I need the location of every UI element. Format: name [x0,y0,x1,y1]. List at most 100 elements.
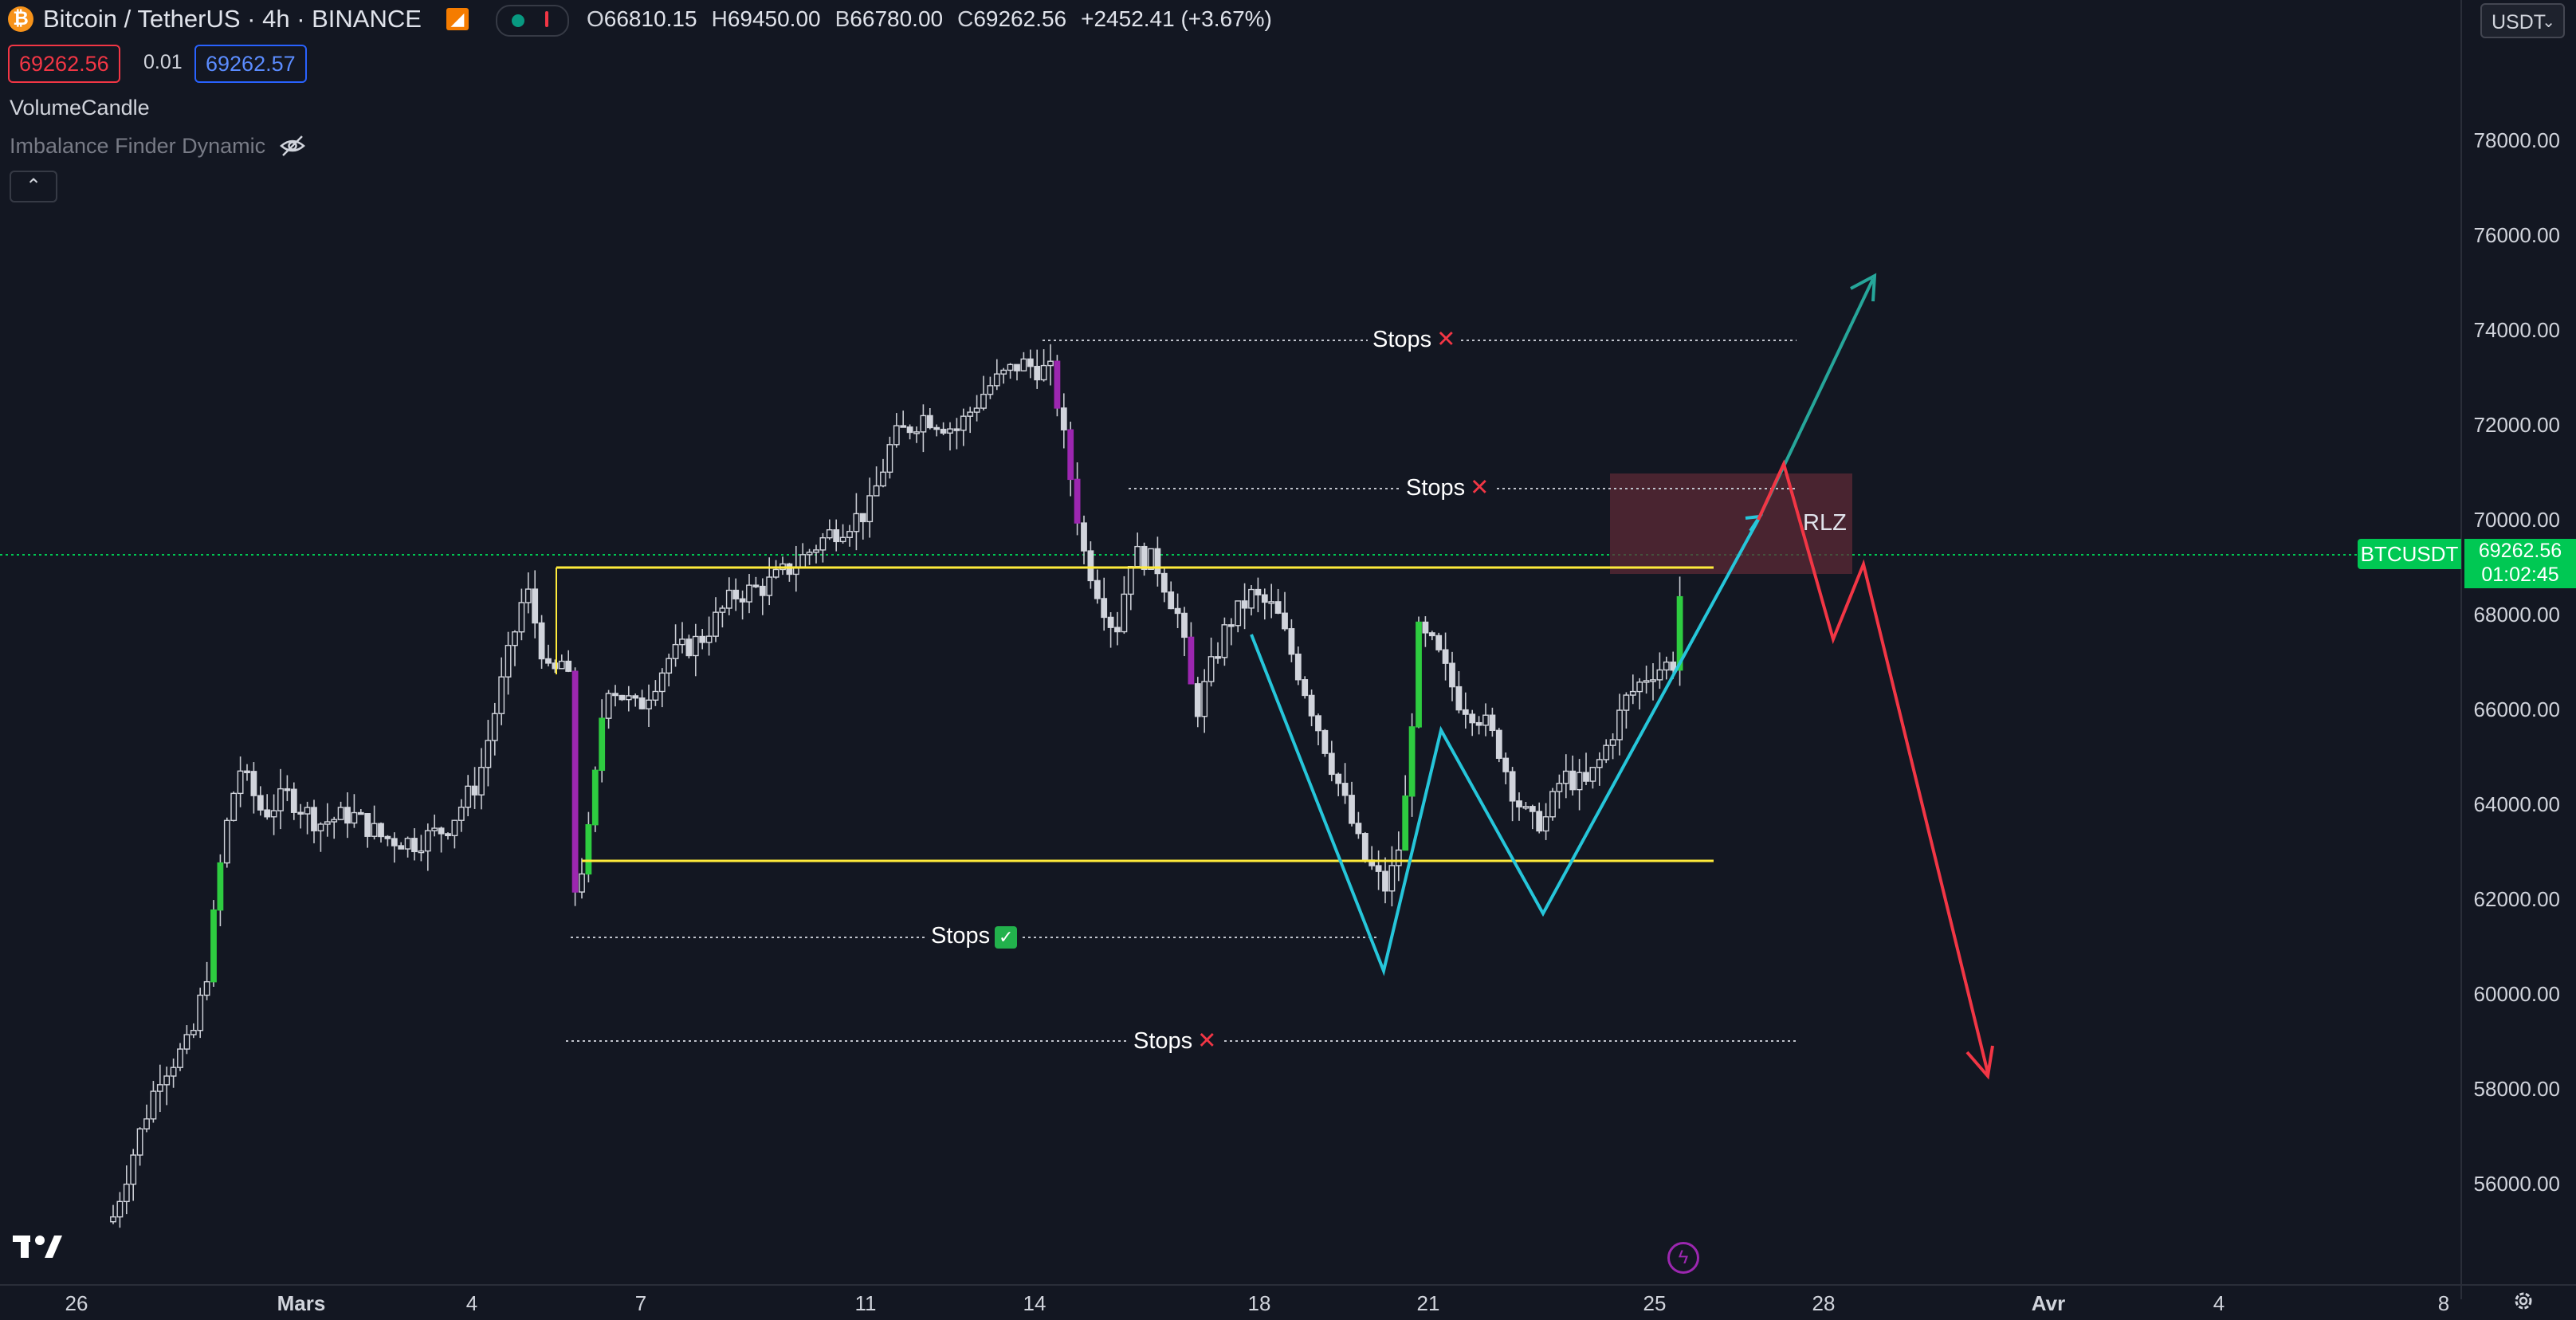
candle-body [1623,694,1630,711]
candle-body [1087,550,1094,582]
candle-body [1656,669,1663,681]
time-axis[interactable]: 26 Mars 4 7 11 14 18 21 25 28 Avr 4 8 [65,1291,2450,1315]
rlz-zone[interactable] [1610,473,1852,574]
price-tick-label: 74000.00 [2474,318,2560,342]
candle-body [585,823,592,875]
candle-body [1402,796,1409,851]
symbol-title[interactable]: Bitcoin / TetherUS · 4h · BINANCE [43,5,422,33]
candle-body [571,670,579,893]
open-value: 66810.15 [603,6,697,31]
candle-body [1495,729,1502,759]
ohlc-readout: O66810.15 H69450.00 B66780.00 C69262.56 +245… [587,6,1286,32]
candle-body [1395,849,1402,866]
candle-body [170,1067,177,1077]
tradingview-logo[interactable] [13,1232,65,1261]
time-tick-label: 4 [466,1291,477,1315]
candle-body [813,549,819,553]
candle-body [311,807,317,831]
stops-text: Stops [1133,1028,1193,1054]
candle-body [652,690,659,701]
candle-body [1160,572,1168,593]
stops-label-top[interactable]: Stops ✕ [1368,325,1461,353]
lightning-icon[interactable]: ϟ [1667,1242,1699,1274]
candle-body [1435,634,1443,650]
candle-body [1335,773,1342,784]
candle-body [913,431,920,434]
candle-body [1168,591,1175,610]
indicator-imbalance-finder[interactable]: Imbalance Finder Dynamic [10,134,266,158]
candle-body [297,811,304,815]
buy-button[interactable]: 69262.57 [194,45,307,83]
stops-label-mid[interactable]: Stops ✕ [1401,473,1494,501]
stops-label-bottom[interactable]: Stops ✕ [1129,1027,1222,1055]
candle-body [378,823,384,838]
candle-body [705,635,713,643]
candle-body [337,807,344,820]
candle-body [1663,661,1670,671]
candle-body [1154,548,1161,575]
candle-body [1261,594,1268,603]
candle-body [277,788,284,811]
candle-body [1349,795,1355,824]
candle-body [1215,656,1221,659]
time-tick-label: Avr [2032,1291,2065,1315]
candle-body [351,811,358,824]
currency-select[interactable]: USDT ⌄ [2480,3,2565,38]
candle-body [1282,612,1288,630]
close-value: 69262.56 [973,6,1067,31]
candle-body [1596,759,1603,768]
w-pattern-path[interactable] [1250,519,1760,976]
candle-body [1208,656,1215,682]
candle-body [1636,682,1643,693]
candle-body [658,672,666,693]
hidden-eye-icon[interactable] [279,134,306,158]
candle-body [1469,713,1476,724]
candle-body [933,426,940,430]
market-status-pill[interactable] [496,5,569,37]
candle-body [1643,680,1650,683]
candle-body [324,821,331,825]
candle-body [859,513,866,523]
flag-icon[interactable]: ◢ [446,8,469,30]
stops-label-low[interactable]: Stops ✓ [926,923,1023,949]
candle-body [1616,709,1623,741]
bear-scenario-path[interactable] [1757,459,1989,1074]
candle-body [1027,358,1034,367]
candle-body [250,771,257,796]
stops-text: Stops [1372,327,1432,352]
time-tick-label: 11 [855,1291,877,1315]
indicator-volume-candle[interactable]: VolumeCandle [10,96,150,120]
candle-body [110,1216,116,1223]
time-tick-label: 21 [1417,1291,1440,1315]
sell-button[interactable]: 69262.56 [8,45,120,83]
time-tick-label: 18 [1248,1291,1271,1315]
candle-body [685,638,693,657]
gear-icon[interactable] [2512,1290,2535,1312]
candle-body [505,644,512,678]
chevron-up-icon[interactable]: ⌃ [10,171,57,202]
price-axis[interactable]: 56000.00 58000.00 60000.00 62000.00 64000.00… [2474,128,2560,1196]
candle-body [1268,601,1275,604]
candle-body [987,385,994,395]
candle-body [1355,823,1362,835]
candle-body [1361,833,1368,861]
candle-body [1235,600,1242,627]
candle-body [752,584,760,587]
price-tick-label: 64000.00 [2474,792,2560,816]
bar-countdown: 01:02:45 [2481,564,2559,586]
candle-body [1676,595,1683,671]
candle-body [1328,752,1335,776]
candle-body [806,552,813,556]
candle-body [713,611,719,637]
candle-body [431,827,438,831]
time-tick-label: 14 [1023,1291,1046,1315]
candle-body [1000,369,1007,375]
candle-body [1047,360,1054,367]
rlz-label[interactable]: RLZ [1803,510,1847,536]
candle-body [290,788,297,813]
candle-body [732,589,740,599]
open-label: O [587,6,604,31]
candle-body [1074,478,1081,524]
candle-body [819,536,827,551]
